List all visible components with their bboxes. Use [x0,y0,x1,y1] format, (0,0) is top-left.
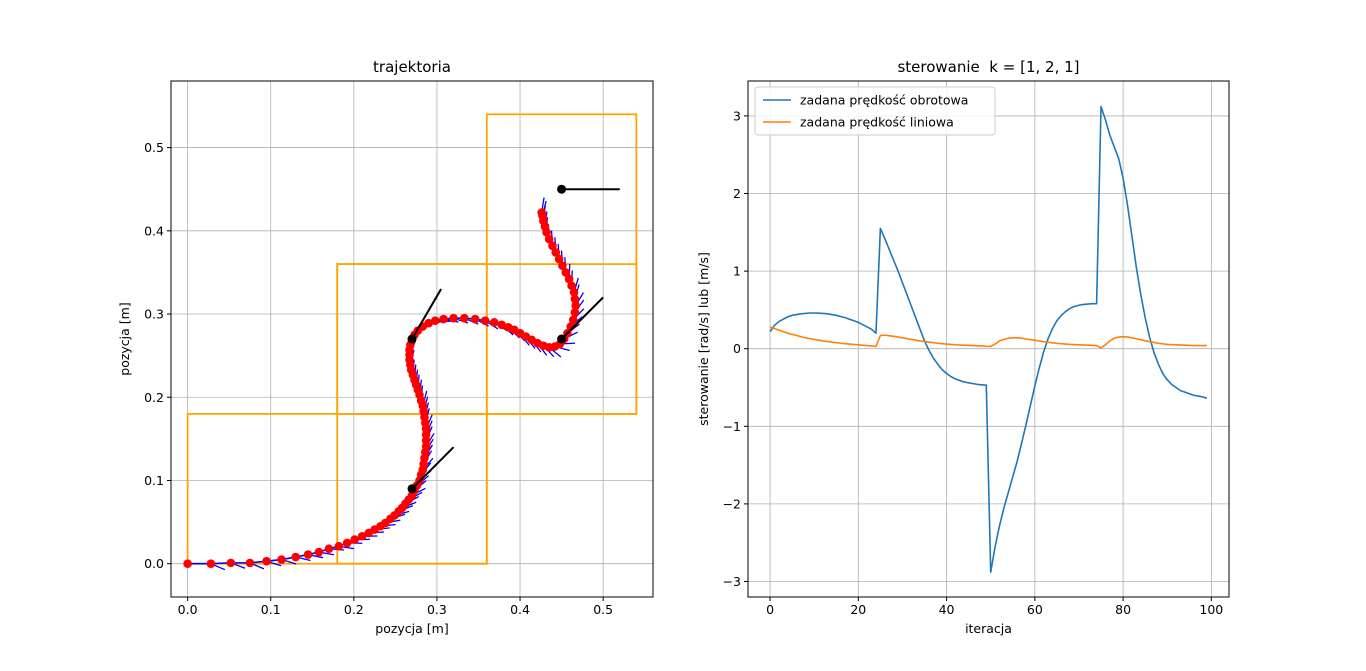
trajectory-y-ticks: 0.0 0.1 0.2 0.3 0.4 0.5 [144,140,171,571]
trajectory-point [303,550,313,559]
waypoint-marker [407,334,417,344]
trajectory-point [537,208,546,217]
trajectory-point [570,294,580,304]
trajectory-point [480,316,490,325]
trajectory-point [245,558,255,568]
y-tick-label: 0.4 [144,223,164,238]
control-legend: zadana prędkość obrotowa zadana prędkość… [754,86,996,136]
trajectory-point [424,318,433,328]
trajectory-point [571,301,581,311]
x-tick-label: 0.1 [261,602,281,617]
y-tick-label: 0.2 [144,390,164,405]
control-plot-frame [747,80,1230,598]
trajectory-point [183,559,192,569]
series-line-linear [769,326,1207,349]
trajectory-point [470,314,480,324]
trajectory-point [554,254,564,264]
region-rectangle [485,113,638,415]
trajectory-point [277,555,286,564]
trajectory-y-axis-label: pozycja [m] [117,302,132,375]
x-tick-label: 100 [1199,602,1223,617]
waypoint-marker [407,484,417,494]
x-tick-label: 0.0 [178,602,198,617]
trajectory-point [262,556,271,566]
trajectory-point [357,531,367,541]
legend-box [754,86,996,136]
x-tick-label: 0 [766,602,774,617]
control-x-ticks: 0 20 40 60 80 100 [766,597,1223,617]
trajectory-point [558,261,567,271]
y-tick-label: 2 [733,186,741,201]
waypoint-heading [560,296,604,340]
y-tick-label: −3 [723,574,741,589]
legend-label-linear: zadana prędkość liniowa [800,115,954,130]
control-y-ticks: −3 −2 −1 0 1 2 3 [723,108,748,589]
control-y-axis-label: sterowanie [rad/s] lub [m/s] [696,252,711,426]
trajectory-point [350,535,359,544]
trajectory-point [291,552,300,562]
trajectory-point [548,241,557,251]
trajectory-point [489,318,499,327]
trajectory-x-axis-label: pozycja [m] [375,621,448,636]
trajectory-point [314,547,324,557]
trajectory-point [564,274,574,284]
y-tick-label: 0.3 [144,307,164,322]
trajectory-point [206,559,216,569]
trajectory-point [342,538,352,548]
trajectory-point [430,316,440,325]
trajectory-point [568,315,578,325]
x-tick-label: 0.3 [427,602,447,617]
x-tick-label: 0.2 [344,602,364,617]
trajectory-waypoints [407,184,620,494]
control-series-lines [769,105,1208,573]
waypoint-heading [411,288,442,340]
trajectory-x-ticks: 0.0 0.1 0.2 0.3 0.4 0.5 [178,597,613,617]
trajectory-point [570,308,580,317]
trajectory-point [497,320,507,330]
trajectory-title: trajektoria [373,58,451,76]
x-tick-label: 0.4 [510,602,530,617]
trajectory-point [439,314,448,324]
trajectory-point [569,288,579,297]
y-tick-label: 1 [733,264,741,279]
y-tick-label: 0.1 [144,473,164,488]
x-tick-label: 20 [850,602,866,617]
trajectory-point [561,268,571,277]
waypoint-marker [557,184,567,194]
waypoint-marker [557,334,567,344]
series-line-rotational [769,105,1208,573]
trajectory-chart: 0.0 0.1 0.2 0.3 0.4 0.5 0.0 0.1 0.2 0.3 0.4 0.5 tr… [117,58,654,636]
trajectory-rectangles [186,113,638,565]
y-tick-label: −1 [723,419,741,434]
x-tick-label: 80 [1115,602,1131,617]
x-tick-label: 60 [1027,602,1043,617]
y-tick-label: 0.0 [144,556,164,571]
trajectory-point [324,544,334,554]
y-tick-label: 0 [733,341,741,356]
trajectory-plot-frame [170,80,654,598]
y-tick-label: 3 [733,108,741,123]
trajectory-point [567,281,576,291]
control-x-axis-label: iteracja [965,621,1012,636]
x-tick-label: 0.5 [593,602,613,617]
y-tick-label: −2 [723,496,741,511]
waypoint-heading [411,446,455,490]
trajectory-point [334,541,344,551]
trajectory-point [449,313,458,323]
control-chart: 0 20 40 60 80 100 −3 −2 −1 0 1 2 3 sterowanie k = [… [696,58,1230,636]
trajectory-point [226,558,236,568]
y-tick-label: 0.5 [144,140,164,155]
trajectory-point [544,234,554,244]
trajectory-points [183,208,581,569]
control-title: sterowanie k = [1, 2, 1] [897,58,1079,76]
x-tick-label: 40 [939,602,955,617]
trajectory-point [551,248,561,257]
legend-label-rotational: zadana prędkość obrotowa [800,93,968,108]
trajectory-point [460,313,469,323]
